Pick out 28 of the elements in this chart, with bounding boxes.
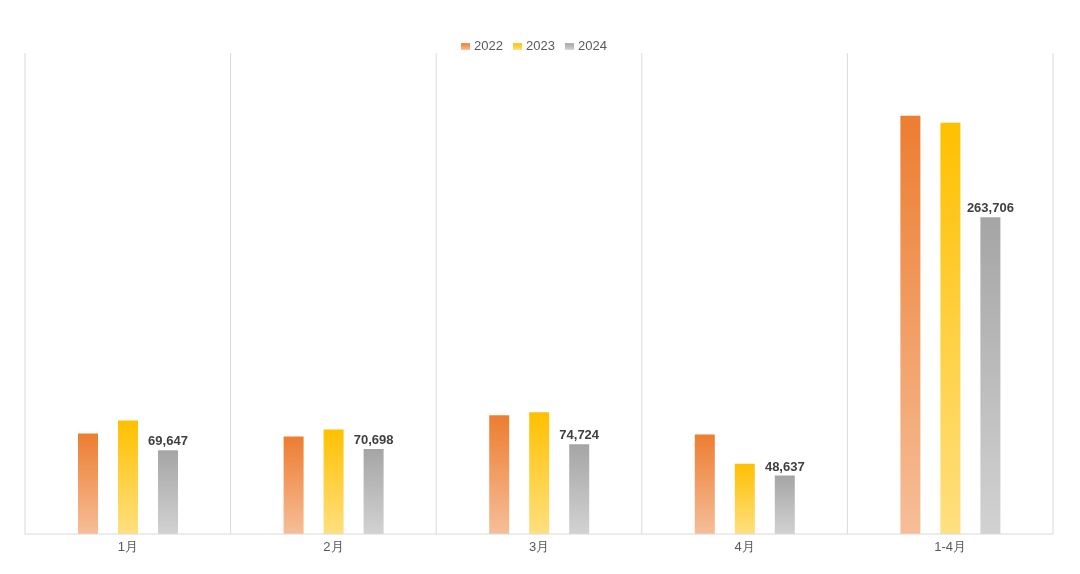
data-label: 263,706 xyxy=(966,200,1014,216)
x-tick-label: 1月 xyxy=(117,539,138,555)
bar xyxy=(158,450,178,534)
bar xyxy=(118,420,138,534)
data-label: 69,647 xyxy=(148,433,188,449)
bar xyxy=(694,434,715,534)
x-tick-label: 3月 xyxy=(528,539,550,555)
bar xyxy=(900,115,921,534)
data-label: 70,698 xyxy=(353,432,394,448)
bar xyxy=(78,433,98,534)
bar xyxy=(283,436,304,534)
bar xyxy=(980,217,1001,534)
x-tick-label: 1-4月 xyxy=(934,539,967,555)
bar xyxy=(363,449,384,534)
legend-label: 2024 xyxy=(577,38,607,53)
bar xyxy=(569,444,590,534)
data-label: 48,637 xyxy=(764,458,805,474)
bar xyxy=(940,122,961,534)
bar xyxy=(774,475,795,534)
x-tick-label: 2月 xyxy=(323,539,344,555)
bar xyxy=(323,429,344,534)
bar xyxy=(489,415,510,534)
x-tick-label: 4月 xyxy=(734,539,755,555)
bar xyxy=(734,463,755,534)
legend-label: 2023 xyxy=(526,38,555,53)
data-label: 74,724 xyxy=(559,427,600,443)
legend-label: 2022 xyxy=(474,38,504,53)
bar xyxy=(529,412,550,534)
